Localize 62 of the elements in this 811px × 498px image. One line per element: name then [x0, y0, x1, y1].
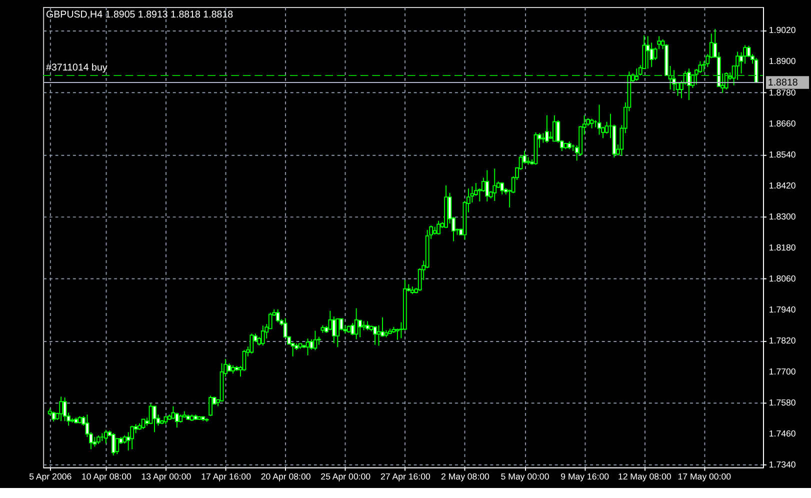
y-tick-label: 1.9020	[768, 25, 796, 36]
y-tick-label: 1.8060	[768, 273, 796, 284]
x-tick-label: 17 May 00:00	[678, 472, 732, 482]
candlestick	[436, 220, 441, 236]
candlestick	[354, 308, 358, 340]
x-tick-label: 20 Apr 08:00	[260, 472, 311, 482]
y-tick-label: 1.8780	[768, 87, 796, 98]
x-tick-label: 27 Apr 16:00	[380, 472, 430, 482]
candlestick	[590, 118, 594, 129]
candlestick	[373, 326, 377, 346]
candlestick	[541, 132, 546, 144]
candlestick	[62, 397, 67, 422]
candlestick	[500, 182, 504, 195]
candlestick	[276, 308, 280, 323]
candlestick	[597, 104, 602, 136]
x-tick-label: 17 Apr 16:00	[201, 472, 252, 482]
candlestick	[646, 36, 650, 70]
candlestick	[634, 68, 639, 82]
candlestick	[350, 322, 355, 336]
y-tick-label: 1.8540	[768, 149, 796, 160]
y-tick-label: 1.7940	[768, 304, 796, 314]
candlestick	[366, 320, 370, 331]
candlestick	[152, 406, 156, 433]
y-tick-label: 1.8420	[768, 180, 796, 190]
candlestick	[362, 320, 366, 331]
candlestick	[208, 395, 213, 417]
x-tick-label: 13 Apr 00:00	[141, 472, 192, 482]
candlestick	[306, 338, 310, 356]
x-tick-label: 2 May 08:00	[441, 472, 490, 482]
candlestick	[104, 429, 108, 444]
candlestick	[336, 318, 340, 348]
y-tick-label: 1.8660	[768, 118, 796, 128]
candlestick	[130, 425, 134, 450]
candlestick	[492, 168, 497, 202]
y-tick-label: 1.8180	[768, 242, 796, 252]
candlestick	[115, 438, 120, 455]
candlestick	[485, 170, 490, 202]
x-tick-label: 5 Apr 2006	[29, 472, 72, 482]
candlestick	[59, 396, 64, 422]
candlestick	[358, 319, 362, 338]
candlestick	[544, 114, 549, 144]
y-tick-label: 1.7460	[768, 428, 796, 439]
y-tick-label: 1.8900	[768, 56, 796, 66]
chart-title: GBPUSD,H4 1.8905 1.8913 1.8818 1.8818	[46, 10, 234, 21]
candlestick	[250, 333, 254, 354]
candlestick	[111, 432, 116, 456]
y-tick-label: 1.8300	[768, 211, 796, 222]
ref-line-label: 1.8818	[768, 77, 798, 88]
x-tick-label: 5 May 00:00	[500, 472, 550, 482]
x-tick-label: 25 Apr 00:00	[320, 472, 371, 482]
y-tick-label: 1.7340	[768, 460, 796, 470]
y-tick-label: 1.7580	[768, 398, 796, 408]
ref-line-label: #3711014 buy	[46, 62, 108, 74]
x-tick-label: 12 May 08:00	[618, 472, 672, 482]
y-tick-label: 1.7820	[768, 336, 796, 346]
x-tick-label: 10 Apr 08:00	[81, 472, 132, 482]
candlestick	[260, 325, 265, 346]
y-tick-label: 1.7700	[768, 366, 796, 377]
candlestick	[52, 411, 56, 422]
x-tick-label: 9 May 16:00	[560, 472, 610, 482]
candlestick	[736, 51, 740, 80]
candlestick	[141, 418, 146, 430]
